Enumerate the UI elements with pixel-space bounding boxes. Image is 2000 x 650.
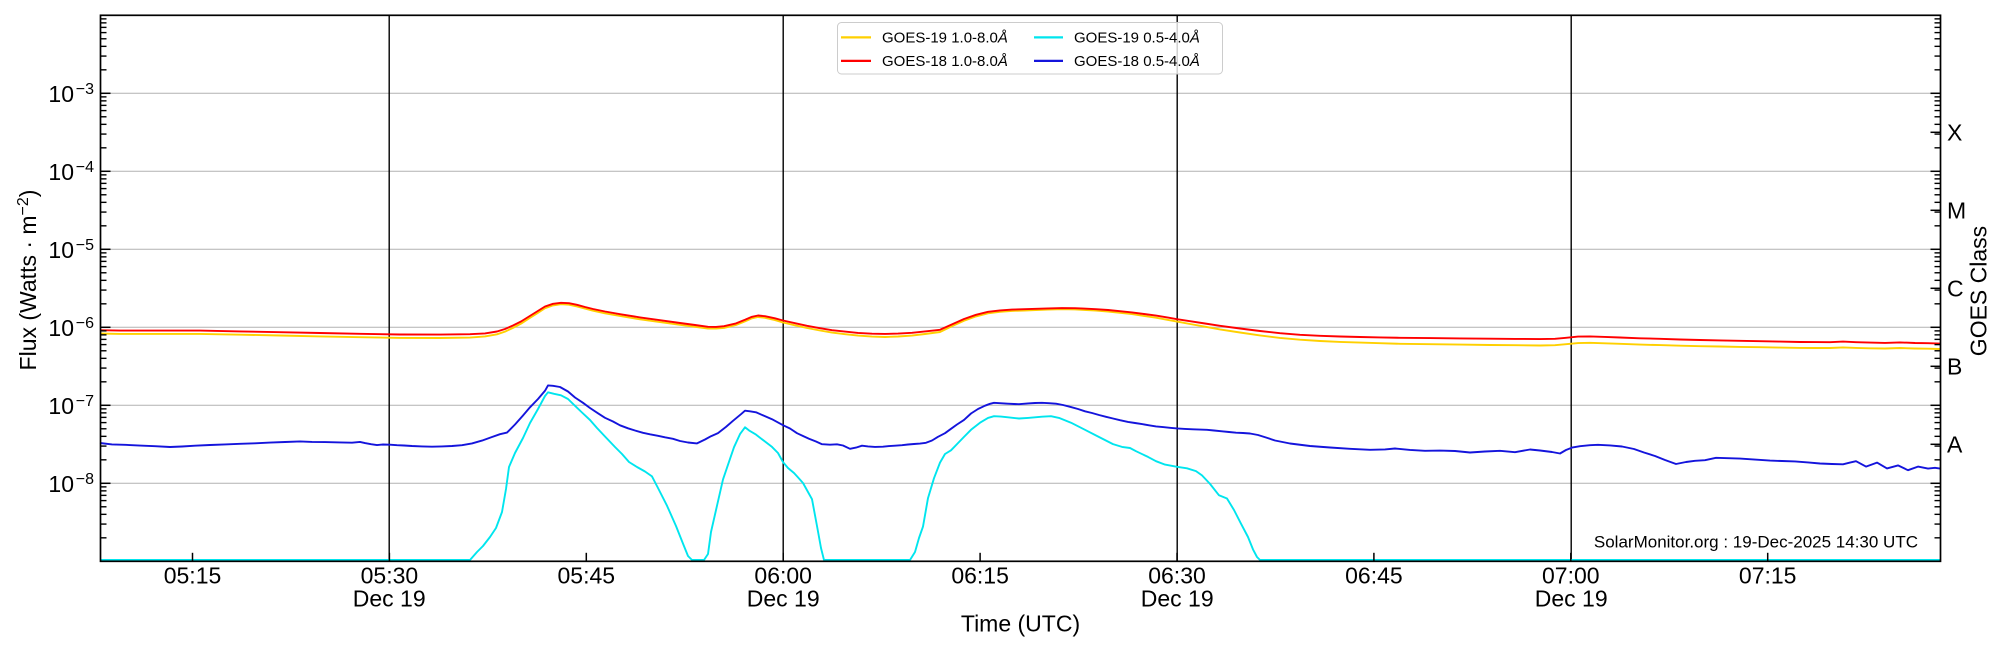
svg-text:A: A	[1947, 431, 1963, 457]
svg-text:GOES-19 1.0-8.0Å: GOES-19 1.0-8.0Å	[882, 29, 1008, 46]
svg-text:07:00: 07:00	[1542, 563, 1600, 589]
svg-text:−5: −5	[76, 237, 94, 254]
svg-text:10: 10	[48, 471, 74, 497]
svg-text:−3: −3	[76, 81, 94, 98]
svg-text:−4: −4	[76, 159, 94, 176]
svg-text:−6: −6	[76, 315, 94, 332]
svg-text:10: 10	[48, 159, 74, 185]
svg-text:GOES-18 1.0-8.0Å: GOES-18 1.0-8.0Å	[882, 53, 1008, 70]
svg-text:06:45: 06:45	[1345, 563, 1403, 589]
svg-text:−7: −7	[76, 393, 94, 410]
svg-text:X: X	[1947, 119, 1962, 145]
svg-text:C: C	[1947, 275, 1964, 301]
svg-text:Time (UTC): Time (UTC)	[961, 611, 1080, 637]
svg-text:06:30: 06:30	[1148, 563, 1206, 589]
svg-text:GOES-18 0.5-4.0Å: GOES-18 0.5-4.0Å	[1074, 53, 1200, 70]
svg-text:06:00: 06:00	[754, 563, 812, 589]
svg-text:05:15: 05:15	[164, 563, 222, 589]
svg-text:Dec 19: Dec 19	[353, 586, 426, 612]
svg-text:Dec 19: Dec 19	[1535, 586, 1608, 612]
svg-text:−8: −8	[76, 471, 94, 488]
svg-text:10: 10	[48, 237, 74, 263]
svg-text:05:45: 05:45	[558, 563, 616, 589]
svg-text:M: M	[1947, 197, 1966, 223]
svg-text:GOES-19 0.5-4.0Å: GOES-19 0.5-4.0Å	[1074, 29, 1200, 46]
svg-text:07:15: 07:15	[1739, 563, 1797, 589]
svg-text:Flux (Watts · m−2): Flux (Watts · m−2)	[15, 190, 41, 371]
svg-text:GOES Class: GOES Class	[1966, 226, 1992, 356]
svg-text:SolarMonitor.org : 19-Dec-2025: SolarMonitor.org : 19-Dec-2025 14:30 UTC	[1594, 533, 1918, 552]
svg-text:05:30: 05:30	[361, 563, 419, 589]
svg-text:Dec 19: Dec 19	[1141, 586, 1214, 612]
svg-text:06:15: 06:15	[951, 563, 1009, 589]
svg-text:B: B	[1947, 353, 1962, 379]
svg-text:Dec 19: Dec 19	[747, 586, 820, 612]
svg-text:10: 10	[48, 315, 74, 341]
svg-text:10: 10	[48, 81, 74, 107]
svg-text:10: 10	[48, 393, 74, 419]
